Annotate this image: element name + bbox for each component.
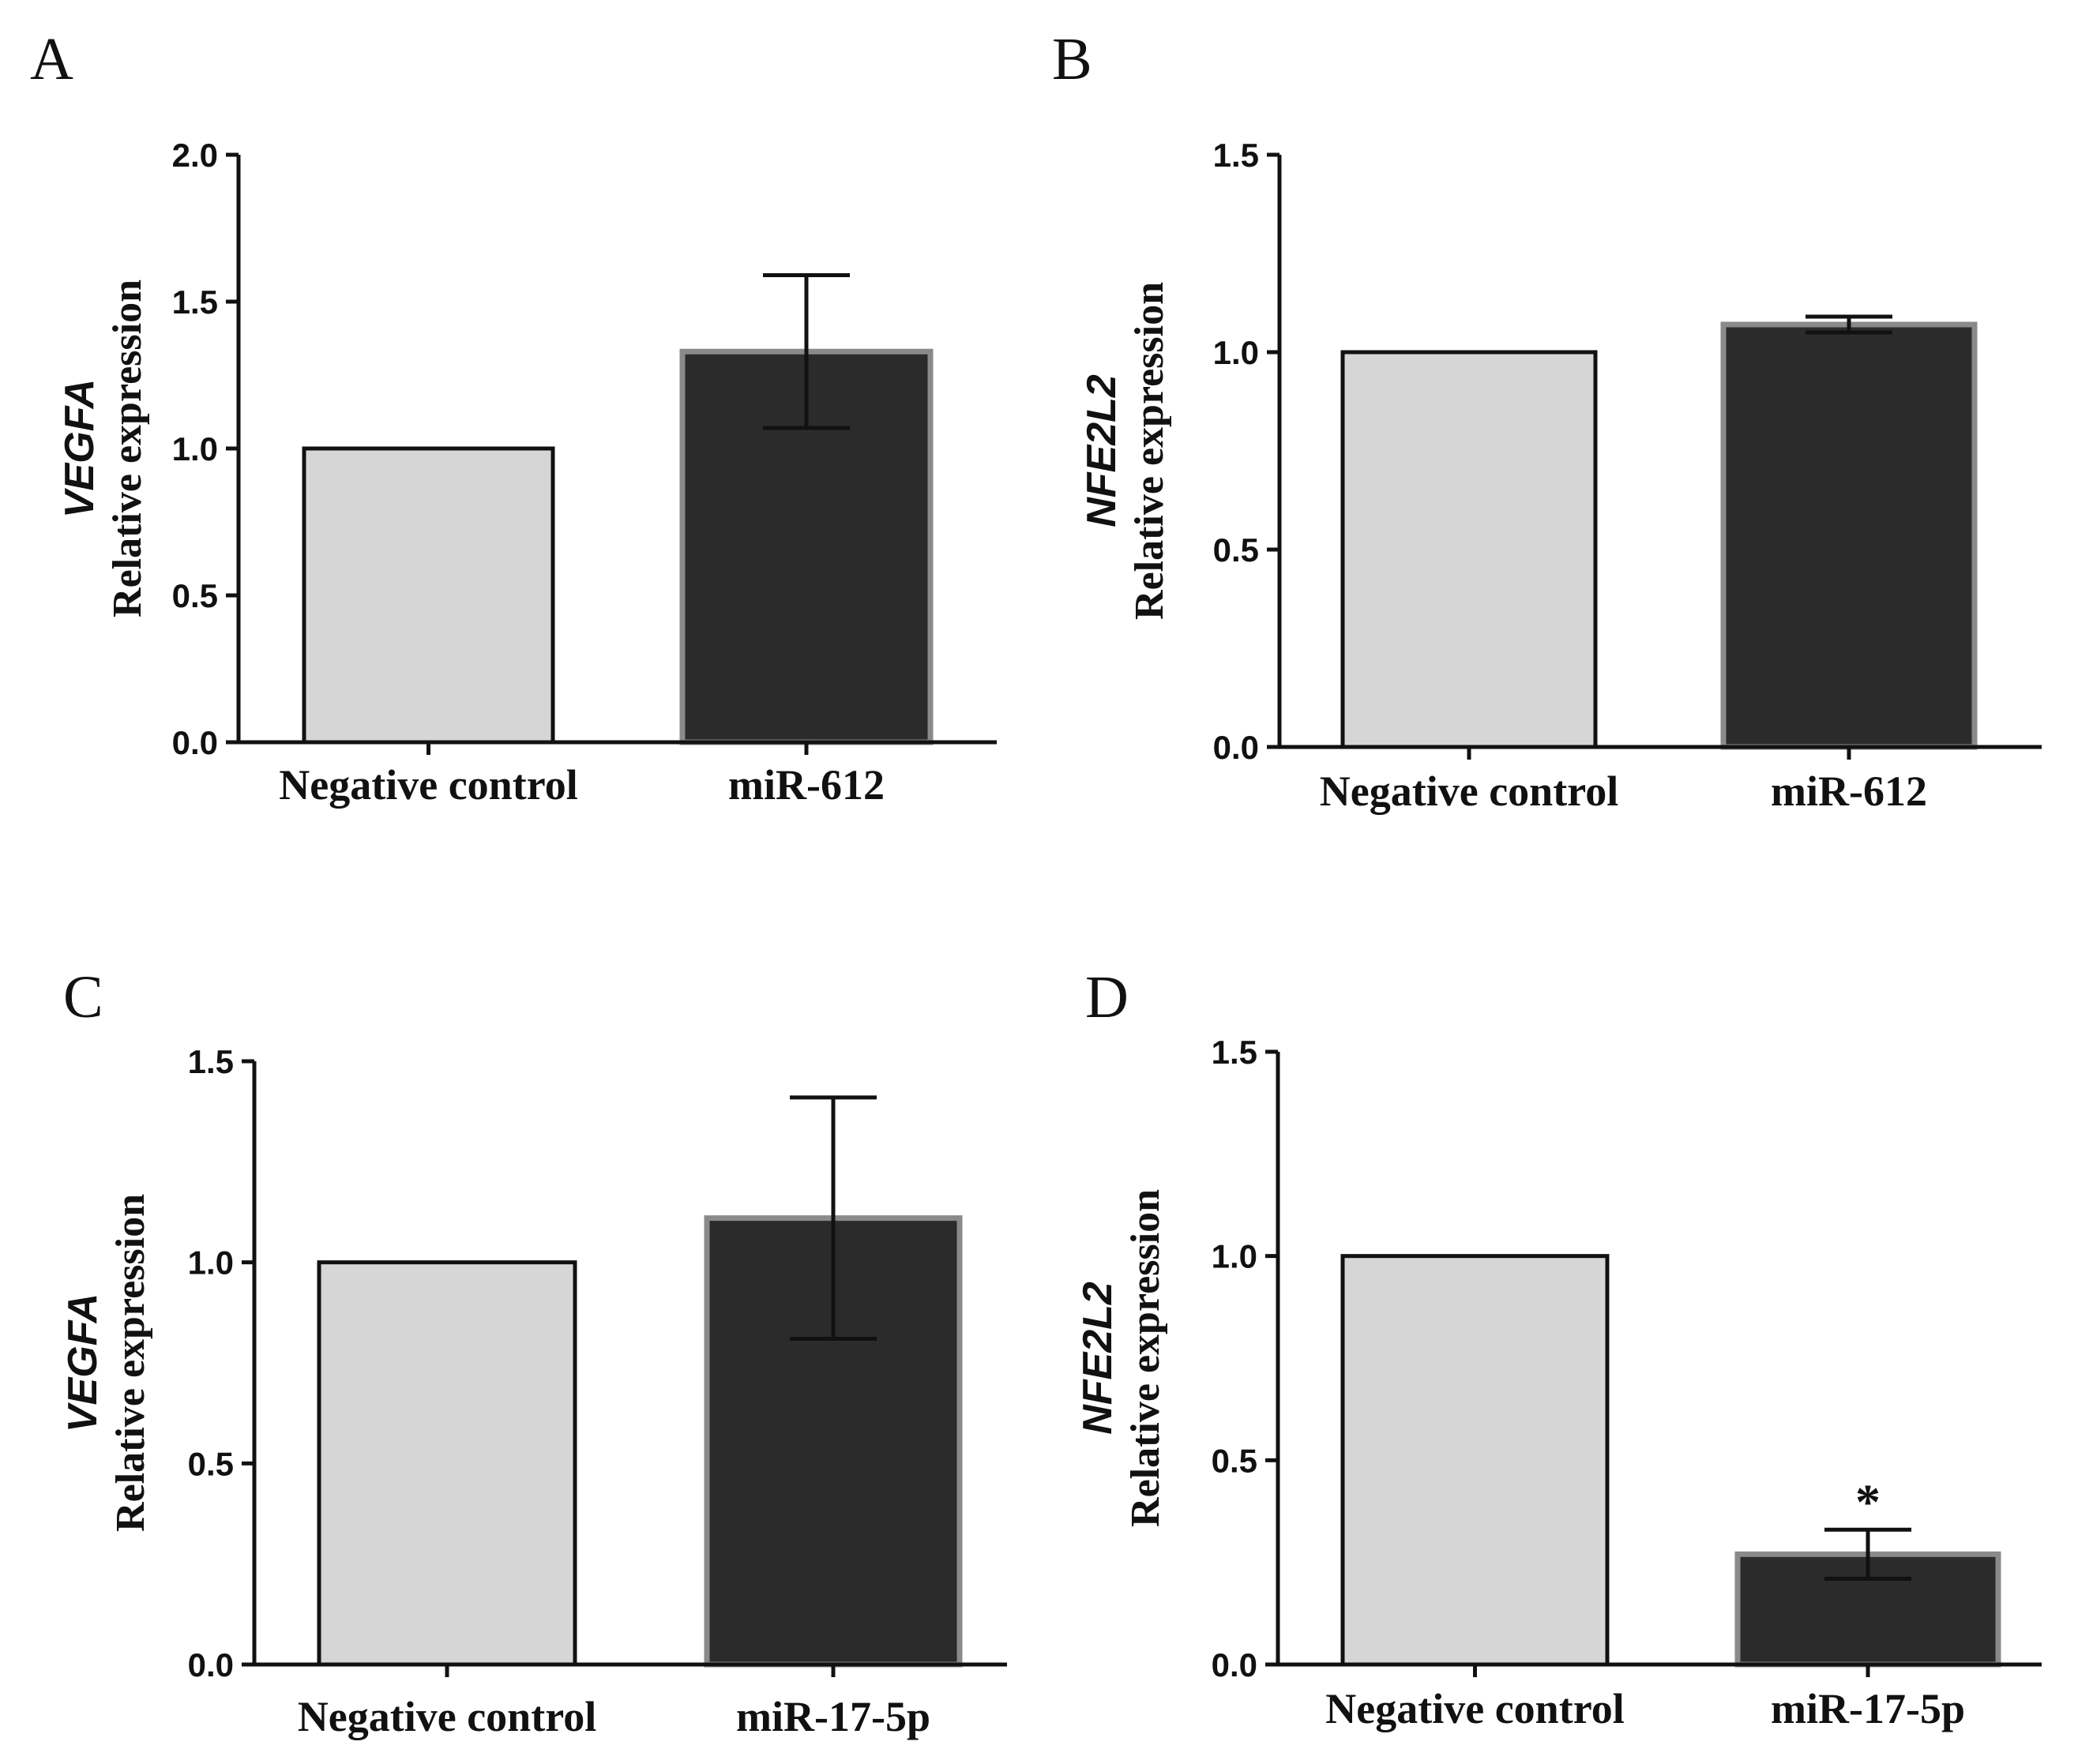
- y-tick-label: 1.5: [188, 1043, 234, 1080]
- y-tick-label: 0.5: [1213, 531, 1259, 569]
- y-axis-gene-label: VEGFA: [57, 379, 103, 518]
- y-axis-title: Relative expression: [1123, 1189, 1168, 1527]
- y-tick-label: 1.5: [1213, 137, 1259, 174]
- y-axis-label: VEGFA Relative expression: [60, 1194, 153, 1532]
- panel-c: C VEGFA Relative expression 0.0 0.5 1.0 1.5 Neg…: [60, 964, 1007, 1740]
- y-tick-label: 0.0: [1212, 1646, 1257, 1683]
- y-tick-label: 0.0: [188, 1646, 234, 1683]
- x-category-label: miR-17-5p: [1771, 1685, 1965, 1732]
- x-category-label: miR-612: [1771, 768, 1927, 815]
- bar-mirna: [1720, 321, 1978, 750]
- x-category-label: miR-17-5p: [736, 1693, 930, 1740]
- x-category-label: Negative control: [1325, 1685, 1624, 1732]
- panel-a: A VEGFA Relative expression 0.0 0.5 1.0 1.5 2.0…: [30, 26, 997, 809]
- bar-negative-control: [317, 1260, 577, 1667]
- y-tick-label: 0.5: [1212, 1442, 1257, 1479]
- y-tick-label: 1.0: [1212, 1238, 1257, 1275]
- y-tick-label: 1.5: [172, 283, 218, 321]
- x-category-label: Negative control: [298, 1693, 596, 1740]
- y-tick-label: 1.0: [1213, 334, 1259, 371]
- y-tick-label: 0.0: [1213, 729, 1259, 766]
- panel-letter: B: [1052, 26, 1092, 92]
- panel-b: B NFE2L2 Relative expression 0.0 0.5 1.0 1.5 Ne…: [1052, 26, 2042, 815]
- y-tick-label: 0.5: [172, 577, 218, 614]
- panel-letter: A: [30, 26, 73, 92]
- y-axis-gene-label: NFE2L2: [1075, 1282, 1121, 1435]
- x-category-label: miR-612: [728, 761, 885, 809]
- y-axis-title: Relative expression: [1127, 282, 1172, 620]
- y-tick-label: 2.0: [172, 137, 218, 174]
- y-tick-label: 1.0: [188, 1244, 234, 1282]
- y-tick-label: 0.5: [188, 1445, 234, 1482]
- y-axis-label: NFE2L2 Relative expression: [1079, 282, 1172, 620]
- y-axis-gene-label: VEGFA: [60, 1293, 106, 1432]
- y-tick-label: 0.0: [172, 724, 218, 761]
- y-tick-label: 1.0: [172, 430, 218, 467]
- y-axis-title: Relative expression: [105, 280, 150, 617]
- bar-negative-control: [1340, 1254, 1610, 1667]
- panel-d: D NFE2L2 Relative expression * 0.0 0.5 1.0 1.5 N…: [1075, 964, 2042, 1732]
- y-axis-title: Relative expression: [108, 1194, 153, 1532]
- x-category-label: Negative control: [1320, 768, 1618, 815]
- y-axis-label: VEGFA Relative expression: [57, 280, 150, 617]
- panel-letter: D: [1085, 964, 1129, 1030]
- y-axis-gene-label: NFE2L2: [1079, 374, 1125, 527]
- bar-negative-control: [302, 446, 555, 745]
- bar-negative-control: [1340, 350, 1598, 749]
- significance-marker: *: [1855, 1473, 1881, 1529]
- panel-letter: C: [63, 964, 103, 1030]
- y-axis-label: NFE2L2 Relative expression: [1075, 1189, 1168, 1527]
- y-tick-label: 1.5: [1212, 1034, 1257, 1071]
- x-category-label: Negative control: [279, 761, 577, 809]
